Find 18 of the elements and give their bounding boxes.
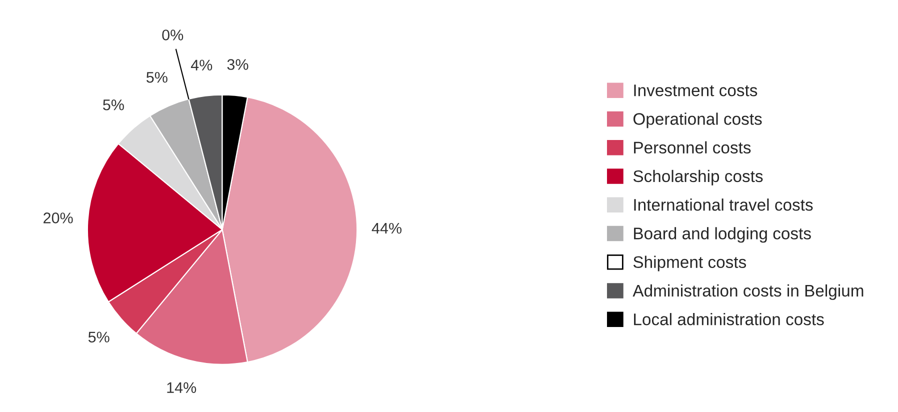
data-label: 20% <box>44 212 73 224</box>
data-label: 3% <box>227 59 248 70</box>
legend-label: Investment costs <box>634 84 758 96</box>
data-label: 5% <box>88 332 110 342</box>
data-label: 5% <box>103 100 124 110</box>
legend-label: Scholarship costs <box>633 170 763 186</box>
legend-label: Operational costs <box>633 112 762 128</box>
data-label: 14% <box>167 382 196 393</box>
data-label: 4% <box>190 60 212 70</box>
legend-label: Administration costs in Belgium <box>632 284 864 300</box>
text: 0% <box>162 30 184 40</box>
legend-label: Shipment costs <box>633 256 746 272</box>
data-label: 44% <box>372 222 402 234</box>
data-label: 5% <box>146 72 168 83</box>
legend-label: Local administration costs <box>634 313 824 326</box>
legend-label: Board and lodging costs <box>634 227 811 243</box>
legend-label: International travel costs <box>634 198 813 211</box>
legend-label: Personnel costs <box>634 141 751 154</box>
